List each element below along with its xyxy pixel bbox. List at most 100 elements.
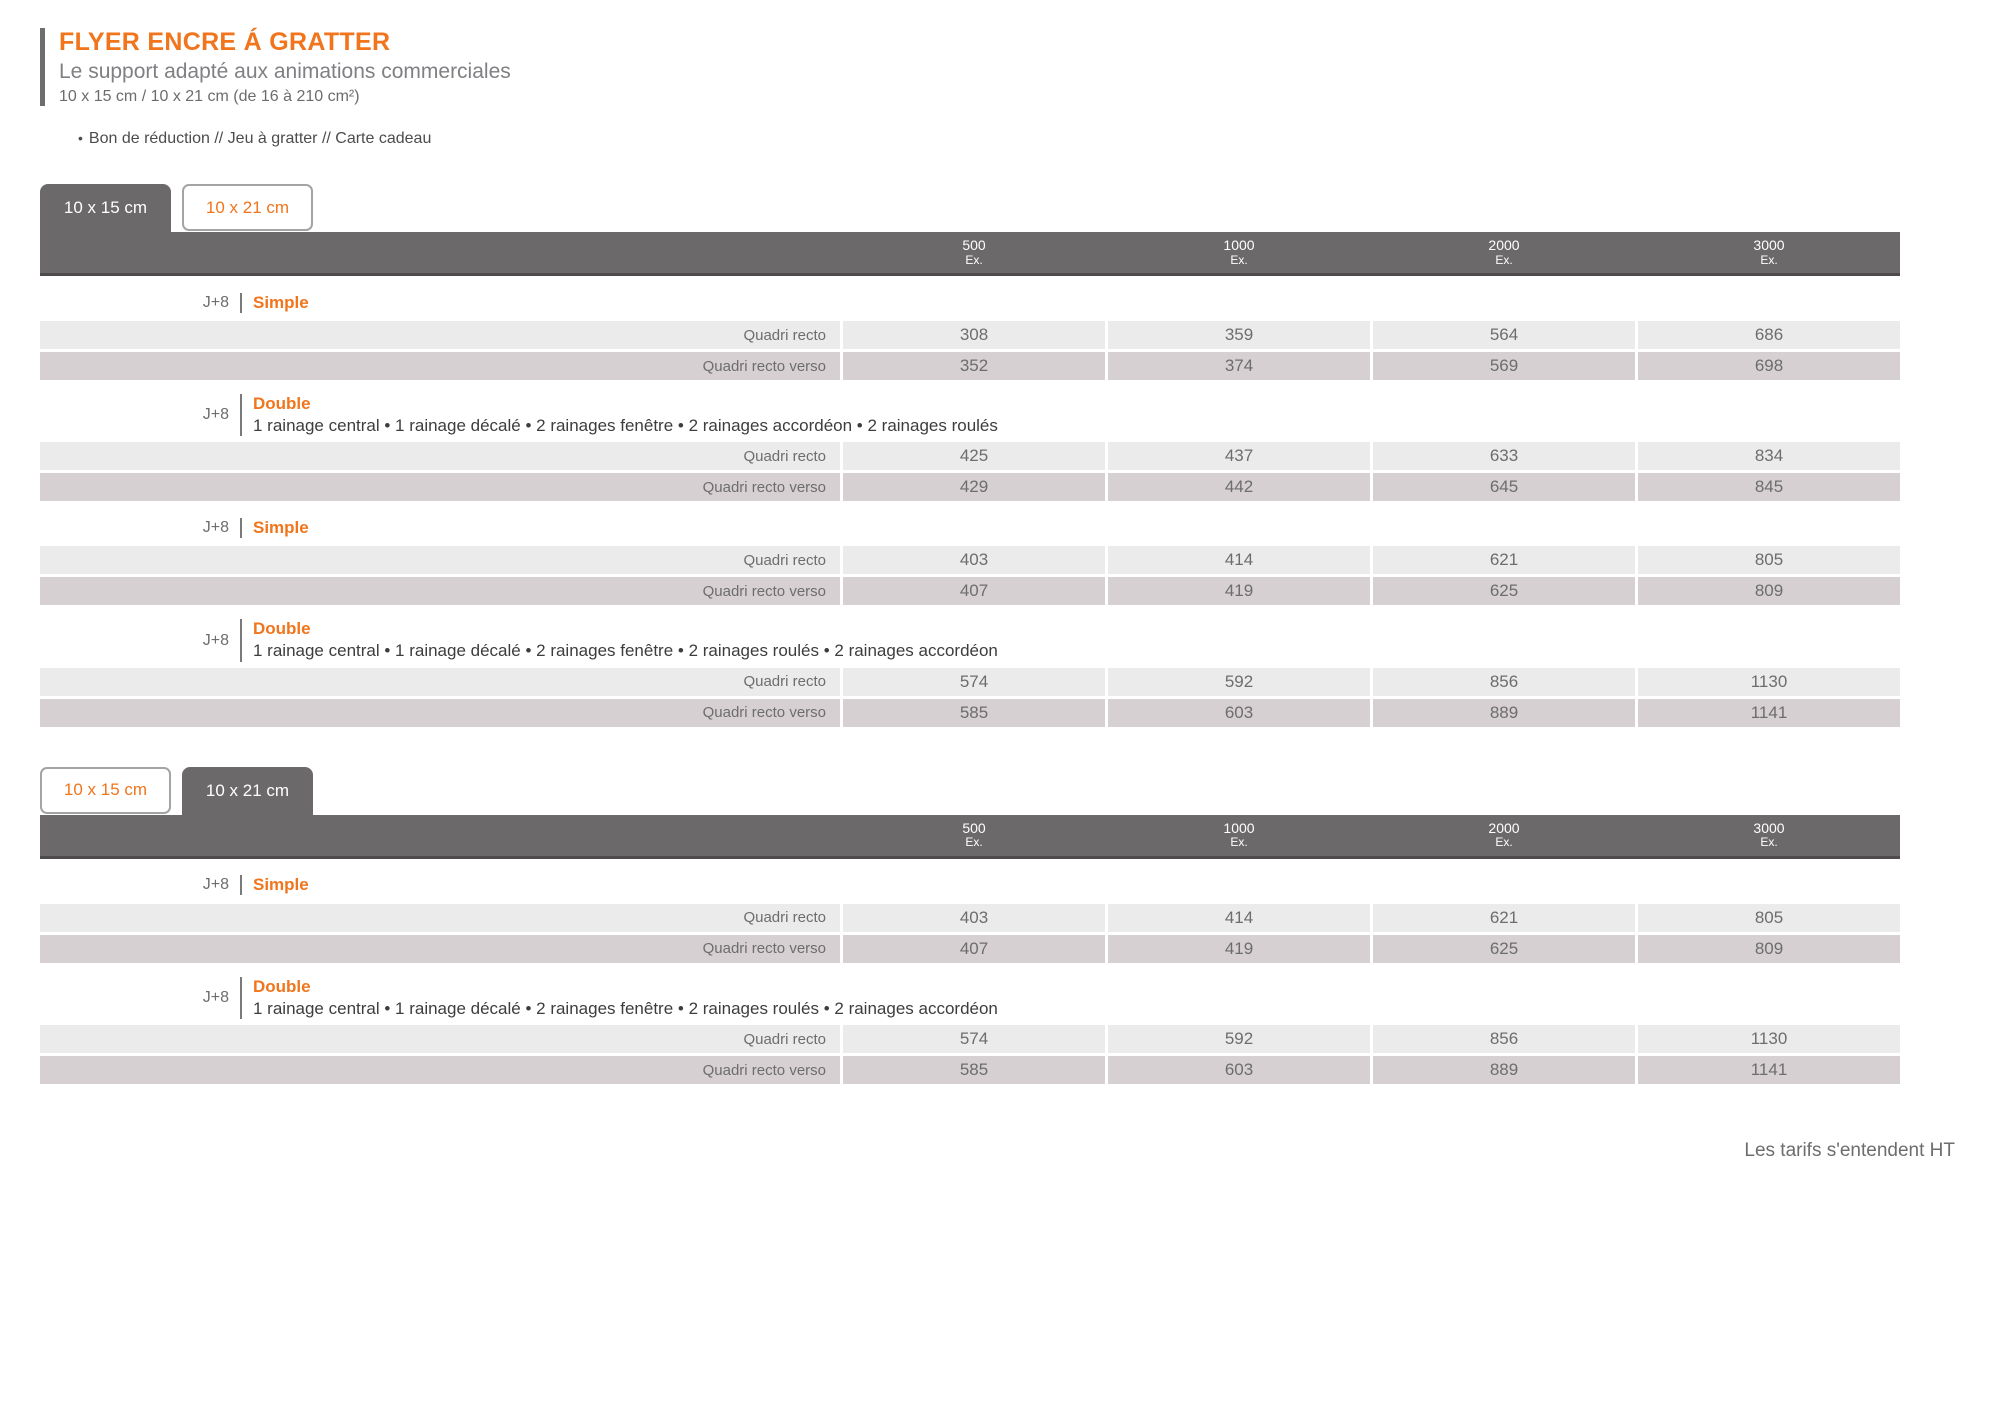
- quantity-value: 500: [962, 236, 986, 253]
- table-row: Quadri recto 425 437 633 834: [40, 442, 1900, 471]
- price-cell: 574: [843, 1025, 1105, 1054]
- price-table-format-10x15: 10 x 15 cm 10 x 21 cm 500 Ex. 1000 Ex. 2…: [40, 184, 1900, 727]
- section-info: Double 1 rainage central • 1 rainage déc…: [240, 619, 998, 662]
- price-cell: 403: [843, 546, 1105, 575]
- tab-10x21cm[interactable]: 10 x 21 cm: [182, 184, 313, 231]
- product-section: J+8 Simple Quadri recto 308 359 564 686 Qua…: [40, 290, 1900, 380]
- delay-label: J+8: [202, 293, 229, 311]
- tab-10x15cm[interactable]: 10 x 15 cm: [40, 766, 171, 814]
- price-cell: 809: [1638, 934, 1900, 963]
- product-section: J+8 Simple Quadri recto 403 414 621 805 Qua…: [40, 515, 1900, 606]
- price-cell: 585: [843, 698, 1105, 727]
- table-row: Quadri recto verso 407 419 625 809: [40, 934, 1900, 963]
- price-cell: 574: [843, 667, 1105, 696]
- price-cell: 425: [843, 442, 1105, 471]
- price-cell: 352: [843, 352, 1105, 380]
- quantity-column-header: 1000 Ex.: [1108, 237, 1370, 267]
- tab-10x15cm[interactable]: 10 x 15 cm: [40, 184, 171, 232]
- tab-bar: 10 x 15 cm 10 x 21 cm: [40, 766, 1900, 815]
- product-section: J+8 Simple Quadri recto 403 414 621 805 Qua…: [40, 873, 1900, 963]
- section-info: Simple: [240, 517, 309, 538]
- section-info: Double 1 rainage central • 1 rainage déc…: [240, 976, 998, 1020]
- row-label: Quadri recto verso: [40, 934, 840, 963]
- price-cell: 359: [1108, 321, 1370, 349]
- price-cell: 621: [1373, 903, 1635, 932]
- section-rows: Quadri recto 574 592 856 1130 Quadri recto …: [40, 1025, 1900, 1085]
- formats-line: 10 x 15 cm / 10 x 21 cm (de 16 à 210 cm²…: [59, 88, 360, 105]
- bullet-icon: •: [78, 130, 83, 146]
- price-cell: 592: [1108, 1025, 1370, 1054]
- quantity-header-band: 500 Ex. 1000 Ex. 2000 Ex. 3000 Ex.: [40, 814, 1900, 859]
- title-accent-bar: [40, 28, 45, 106]
- price-cell: 834: [1638, 442, 1900, 471]
- table-row: Quadri recto verso 429 442 645 845: [40, 473, 1900, 502]
- quantity-value: 2000: [1488, 236, 1520, 253]
- usage-list: • Bon de réduction // Jeu à gratter // Ca…: [78, 130, 2000, 148]
- price-cell: 1130: [1638, 1025, 1900, 1054]
- quantity-value: 2000: [1488, 819, 1520, 836]
- price-cell: 603: [1108, 698, 1370, 727]
- price-cell: 569: [1373, 352, 1635, 380]
- row-label: Quadri recto: [40, 321, 840, 349]
- row-label: Quadri recto: [40, 667, 840, 696]
- price-cell: 419: [1108, 577, 1370, 606]
- footer-note: Les tarifs s'entendent HT: [1744, 1140, 1955, 1162]
- quantity-unit: Ex.: [1230, 252, 1248, 267]
- product-section: J+8 Double 1 rainage central • 1 rainage…: [40, 394, 1900, 502]
- quantity-value: 3000: [1753, 819, 1785, 836]
- price-cell: 592: [1108, 667, 1370, 696]
- delay-label: J+8: [202, 406, 229, 424]
- product-section: J+8 Double 1 rainage central • 1 rainage…: [40, 619, 1900, 727]
- tab-label: 10 x 21 cm: [205, 197, 290, 217]
- section-header: J+8 Double 1 rainage central • 1 rainage…: [40, 394, 1900, 437]
- price-cell: 805: [1638, 903, 1900, 932]
- delay-label: J+8: [202, 518, 229, 536]
- quantity-column-header: 1000 Ex.: [1108, 819, 1370, 850]
- page-subtitle: Le support adapté aux animations commerc…: [59, 60, 511, 83]
- quantity-value: 3000: [1753, 236, 1785, 253]
- price-cell: 603: [1108, 1056, 1370, 1085]
- price-cell: 633: [1373, 442, 1635, 471]
- price-cell: 856: [1373, 1025, 1635, 1054]
- product-section: J+8 Double 1 rainage central • 1 rainage…: [40, 976, 1900, 1085]
- price-cell: 308: [843, 321, 1105, 349]
- table-row: Quadri recto 403 414 621 805: [40, 903, 1900, 932]
- quantity-column-header: 3000 Ex.: [1638, 236, 1900, 267]
- section-type: Double: [253, 394, 311, 413]
- price-cell: 845: [1638, 473, 1900, 502]
- usage-list-text: Bon de réduction // Jeu à gratter // Car…: [88, 130, 432, 147]
- section-description: 1 rainage central • 1 rainage décalé • 2…: [253, 416, 998, 435]
- section-info: Simple: [240, 292, 309, 313]
- price-cell: 585: [843, 1056, 1105, 1085]
- quantity-unit: Ex.: [1760, 252, 1778, 267]
- sections: J+8 Simple Quadri recto 403 414 621 805 Qua…: [40, 873, 1900, 1085]
- table-row: Quadri recto verso 407 419 625 809: [40, 577, 1900, 606]
- price-cell: 1141: [1638, 1056, 1900, 1085]
- price-cell: 429: [843, 473, 1105, 502]
- page-header: FLYER ENCRE Á GRATTER Le support adapté …: [40, 28, 2000, 148]
- price-cell: 564: [1373, 321, 1635, 349]
- price-cell: 621: [1373, 546, 1635, 575]
- row-label: Quadri recto verso: [40, 352, 840, 380]
- price-cell: 414: [1108, 903, 1370, 932]
- tab-10x21cm[interactable]: 10 x 21 cm: [182, 766, 313, 815]
- section-header: J+8 Double 1 rainage central • 1 rainage…: [40, 619, 1900, 662]
- section-rows: Quadri recto 425 437 633 834 Quadri recto v…: [40, 442, 1900, 502]
- quantity-value: 1000: [1223, 819, 1255, 836]
- row-label: Quadri recto verso: [40, 577, 840, 606]
- delay-label: J+8: [202, 631, 229, 649]
- row-label: Quadri recto: [40, 546, 840, 575]
- quantity-column-header: 2000 Ex.: [1373, 819, 1635, 850]
- section-type: Simple: [253, 292, 309, 312]
- tables-container: 10 x 15 cm 10 x 21 cm 500 Ex. 1000 Ex. 2…: [0, 184, 2000, 1085]
- section-type: Simple: [253, 517, 309, 537]
- price-cell: 1141: [1638, 698, 1900, 727]
- delay-label: J+8: [202, 876, 229, 894]
- section-info: Double 1 rainage central • 1 rainage déc…: [240, 394, 998, 437]
- section-rows: Quadri recto 308 359 564 686 Quadri recto v…: [40, 321, 1900, 380]
- table-row: Quadri recto 574 592 856 1130: [40, 667, 1900, 696]
- quantity-column-header: 500 Ex.: [843, 820, 1105, 850]
- row-label: Quadri recto: [40, 903, 840, 932]
- price-cell: 419: [1108, 934, 1370, 963]
